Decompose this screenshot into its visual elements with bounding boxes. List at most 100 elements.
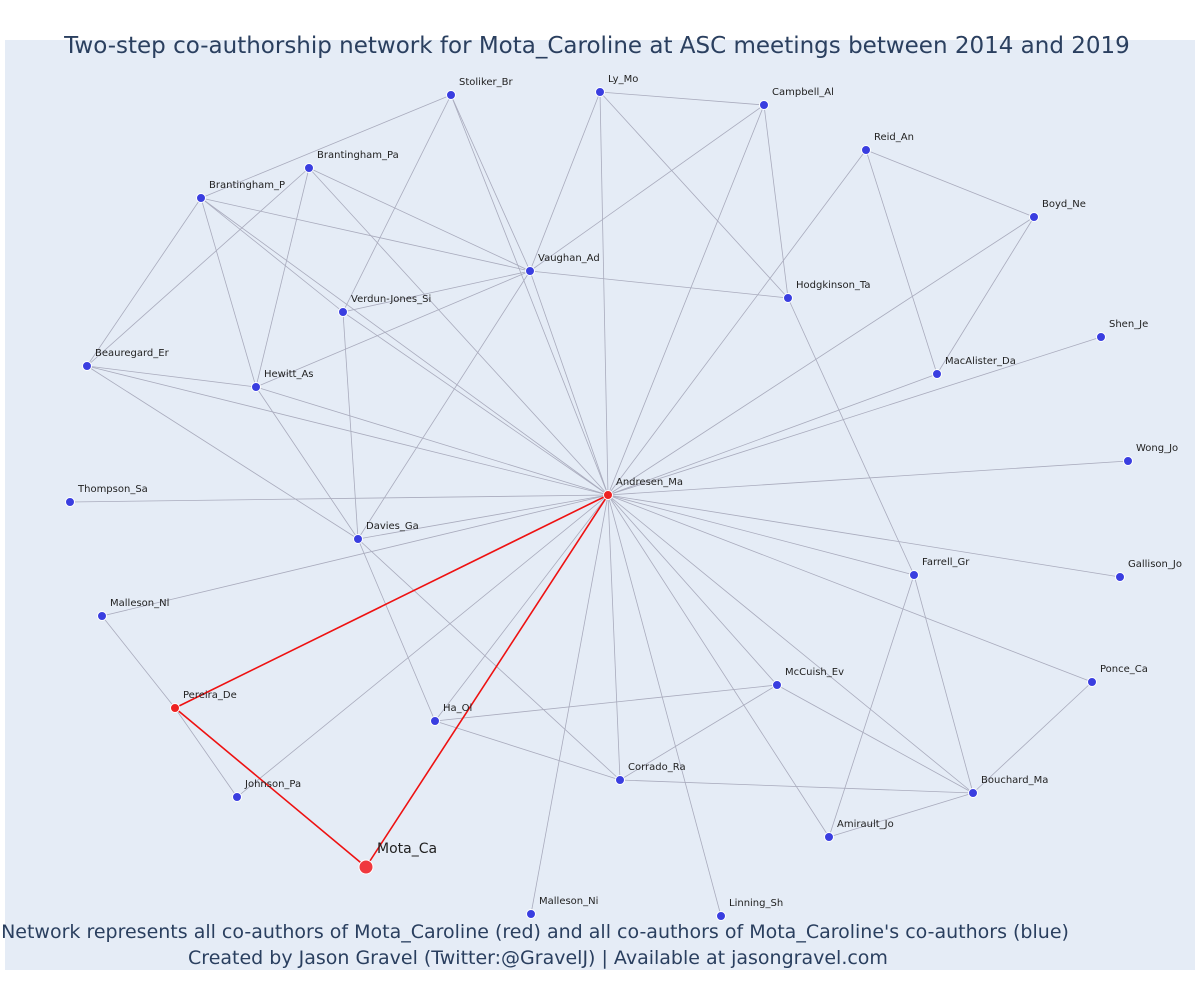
edge-bouchard_ma-ponce_ca bbox=[972, 681, 1093, 794]
node-label-vaughan_ad: Vaughan_Ad bbox=[538, 253, 600, 264]
node-corrado_ra[interactable] bbox=[615, 775, 625, 785]
nodes-layer bbox=[65, 87, 1133, 921]
node-beauregard_er[interactable] bbox=[82, 361, 92, 371]
edge-farrell_gr-amirault_jo bbox=[828, 574, 915, 838]
edge-mota_ca-andresen_ma bbox=[365, 494, 609, 868]
node-label-ly_mo: Ly_Mo bbox=[608, 74, 638, 85]
edge-andresen_ma-stoliker_br bbox=[450, 94, 609, 496]
edge-andresen_ma-amirault_jo bbox=[607, 494, 830, 838]
edge-vaughan_ad-verdun-jones_si bbox=[342, 270, 531, 313]
node-ponce_ca[interactable] bbox=[1087, 677, 1097, 687]
edge-andresen_ma-campbell_al bbox=[607, 104, 765, 496]
edge-andresen_ma-ponce_ca bbox=[607, 494, 1093, 683]
node-label-boyd_ne: Boyd_Ne bbox=[1042, 199, 1086, 210]
edge-stoliker_br-brantingham_p bbox=[200, 94, 452, 199]
edge-andresen_ma-malleson_ni bbox=[530, 494, 609, 915]
edge-ly_mo-vaughan_ad bbox=[529, 91, 601, 272]
edge-boyd_ne-macalister_da bbox=[936, 216, 1035, 375]
node-label-thompson_sa: Thompson_Sa bbox=[77, 484, 148, 495]
edge-mccuish_ev-ha_ol bbox=[434, 684, 778, 722]
node-label-corrado_ra: Corrado_Ra bbox=[628, 762, 686, 773]
edge-andresen_ma-shen_je bbox=[607, 336, 1102, 496]
node-label-malleson_ni: Malleson_Ni bbox=[539, 896, 598, 907]
node-bouchard_ma[interactable] bbox=[968, 788, 978, 798]
node-label-wong_jo: Wong_Jo bbox=[1136, 443, 1178, 454]
node-linning_sh[interactable] bbox=[716, 911, 726, 921]
edges-layer bbox=[69, 91, 1129, 917]
edge-brantingham_pa-vaughan_ad bbox=[308, 167, 531, 272]
edge-brantingham_p-hewitt_as bbox=[200, 197, 257, 388]
edge-reid_an-boyd_ne bbox=[865, 149, 1035, 218]
edge-davies_ga-corrado_ra bbox=[357, 538, 621, 781]
node-wong_jo[interactable] bbox=[1123, 456, 1133, 466]
edge-campbell_al-vaughan_ad bbox=[529, 104, 765, 272]
edge-pereira_de-andresen_ma bbox=[174, 494, 609, 709]
node-mccuish_ev[interactable] bbox=[772, 680, 782, 690]
node-shen_je[interactable] bbox=[1096, 332, 1106, 342]
node-farrell_gr[interactable] bbox=[909, 570, 919, 580]
node-ha_ol[interactable] bbox=[430, 716, 440, 726]
node-andresen_ma[interactable] bbox=[603, 490, 613, 500]
node-hodgkinson_ta[interactable] bbox=[783, 293, 793, 303]
edge-andresen_ma-beauregard_er bbox=[86, 365, 609, 496]
chart-title: Two-step co-authorship network for Mota_… bbox=[63, 33, 1130, 59]
edge-andresen_ma-farrell_gr bbox=[607, 494, 915, 576]
node-label-reid_an: Reid_An bbox=[874, 132, 914, 143]
edge-andresen_ma-macalister_da bbox=[607, 373, 938, 496]
node-malleson_nl[interactable] bbox=[97, 611, 107, 621]
node-mota_ca[interactable] bbox=[358, 859, 374, 875]
edge-stoliker_br-vaughan_ad bbox=[450, 94, 531, 272]
node-label-ha_ol: Ha_Ol bbox=[443, 703, 472, 714]
node-label-pereira_de: Pereira_De bbox=[183, 690, 237, 701]
edge-brantingham_p-vaughan_ad bbox=[200, 197, 531, 272]
node-brantingham_pa[interactable] bbox=[304, 163, 314, 173]
node-label-stoliker_br: Stoliker_Br bbox=[459, 77, 514, 88]
node-gallison_jo[interactable] bbox=[1115, 572, 1125, 582]
node-malleson_ni[interactable] bbox=[526, 909, 536, 919]
node-hewitt_as[interactable] bbox=[251, 382, 261, 392]
node-label-verdun-jones_si: Verdun-Jones_Si bbox=[351, 294, 431, 305]
node-label-brantingham_pa: Brantingham_Pa bbox=[317, 150, 399, 161]
node-thompson_sa[interactable] bbox=[65, 497, 75, 507]
node-davies_ga[interactable] bbox=[353, 534, 363, 544]
node-boyd_ne[interactable] bbox=[1029, 212, 1039, 222]
node-macalister_da[interactable] bbox=[932, 369, 942, 379]
edge-andresen_ma-ly_mo bbox=[599, 91, 609, 496]
edge-brantingham_p-verdun-jones_si bbox=[200, 197, 344, 313]
edge-brantingham_p-beauregard_er bbox=[86, 197, 202, 367]
edge-brantingham_pa-beauregard_er bbox=[86, 167, 310, 367]
edge-mccuish_ev-corrado_ra bbox=[619, 684, 778, 781]
edge-hewitt_as-davies_ga bbox=[255, 386, 359, 540]
edge-hodgkinson_ta-farrell_gr bbox=[787, 297, 915, 576]
node-campbell_al[interactable] bbox=[759, 100, 769, 110]
edge-andresen_ma-brantingham_p bbox=[200, 197, 609, 496]
edge-reid_an-macalister_da bbox=[865, 149, 938, 375]
node-label-shen_je: Shen_Je bbox=[1109, 319, 1148, 330]
node-ly_mo[interactable] bbox=[595, 87, 605, 97]
node-pereira_de[interactable] bbox=[170, 703, 180, 713]
footer-line-2: Created by Jason Gravel (Twitter:@Gravel… bbox=[188, 947, 888, 969]
edge-davies_ga-ha_ol bbox=[357, 538, 436, 722]
node-label-hodgkinson_ta: Hodgkinson_Ta bbox=[796, 280, 871, 291]
edge-andresen_ma-boyd_ne bbox=[607, 216, 1035, 496]
node-reid_an[interactable] bbox=[861, 145, 871, 155]
node-label-davies_ga: Davies_Ga bbox=[366, 521, 419, 532]
node-label-campbell_al: Campbell_Al bbox=[772, 87, 834, 98]
node-label-amirault_jo: Amirault_Jo bbox=[837, 819, 894, 830]
footer-line-1: Network represents all co-authors of Mot… bbox=[1, 921, 1069, 943]
node-label-malleson_nl: Malleson_Nl bbox=[110, 598, 169, 609]
edge-pereira_de-johnson_pa bbox=[174, 707, 238, 798]
node-stoliker_br[interactable] bbox=[446, 90, 456, 100]
edge-bouchard_ma-amirault_jo bbox=[828, 792, 974, 838]
edge-campbell_al-hodgkinson_ta bbox=[763, 104, 789, 299]
node-vaughan_ad[interactable] bbox=[525, 266, 535, 276]
edge-pereira_de-malleson_nl bbox=[101, 615, 176, 709]
edge-verdun-jones_si-davies_ga bbox=[342, 311, 359, 540]
edge-corrado_ra-bouchard_ma bbox=[619, 779, 974, 794]
node-johnson_pa[interactable] bbox=[232, 792, 242, 802]
edge-andresen_ma-bouchard_ma bbox=[607, 494, 974, 794]
node-amirault_jo[interactable] bbox=[824, 832, 834, 842]
node-label-andresen_ma: Andresen_Ma bbox=[616, 477, 683, 488]
node-brantingham_p[interactable] bbox=[196, 193, 206, 203]
node-verdun-jones_si[interactable] bbox=[338, 307, 348, 317]
